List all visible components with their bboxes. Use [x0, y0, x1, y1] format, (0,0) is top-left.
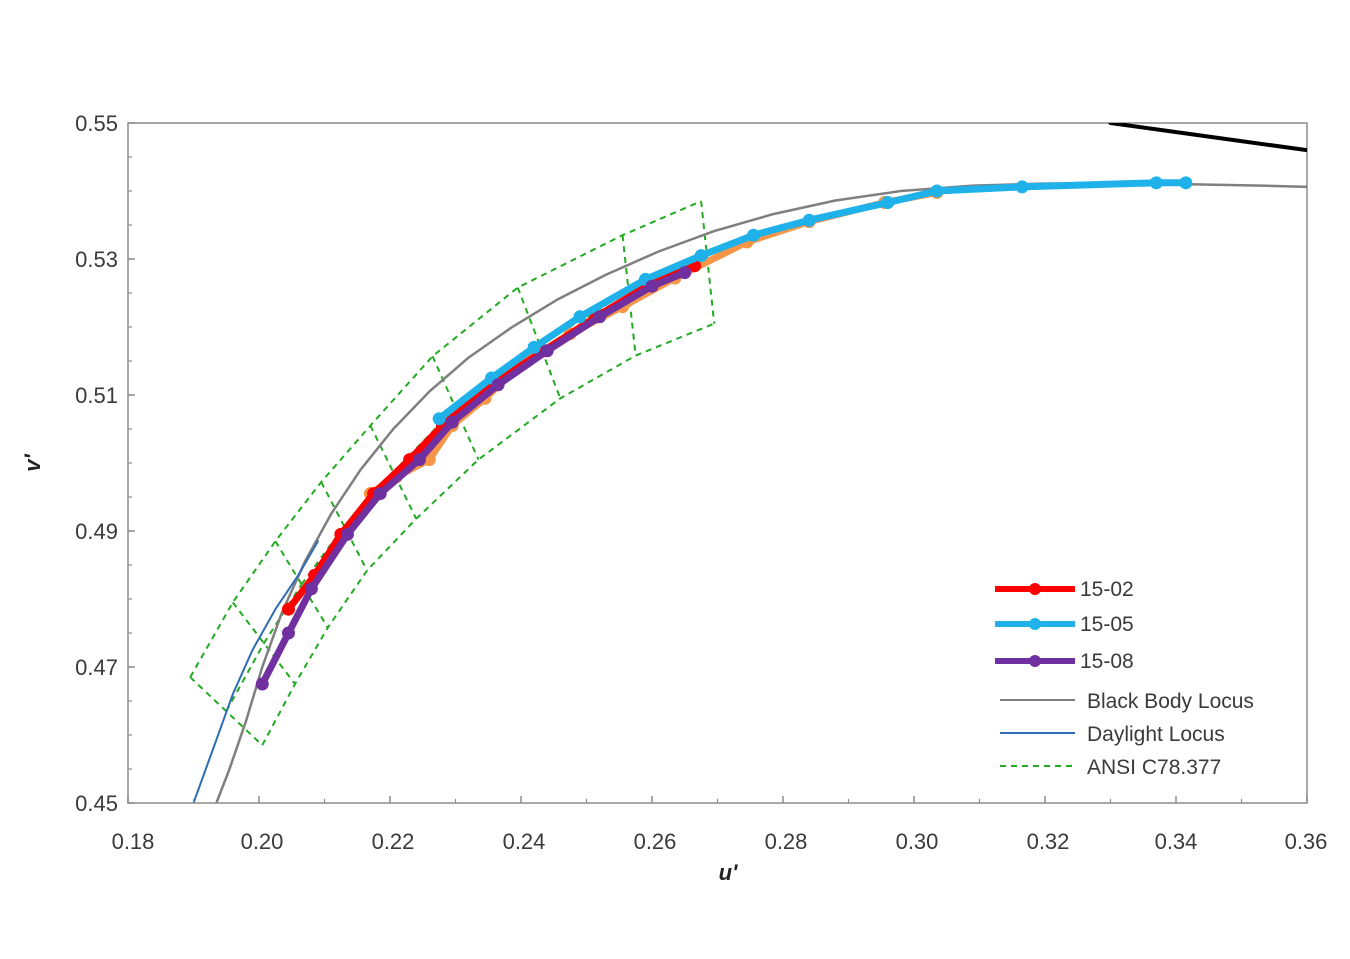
legend-entry-15-05: 15-05: [995, 613, 1134, 636]
data-point-15-02: [281, 602, 295, 616]
ansi-inner-edge: [261, 322, 715, 746]
legend-marker-15-02: [1029, 583, 1041, 595]
data-point-15-05: [1149, 176, 1163, 190]
data-point-15-08: [540, 344, 554, 358]
data-point-15-05: [1179, 176, 1193, 190]
series-layer: [192, 123, 1307, 803]
data-point-15-05: [573, 310, 587, 324]
legend-label-daylight-locus: Daylight Locus: [1087, 723, 1225, 746]
x-tick-label: 0.28: [765, 829, 808, 854]
data-point-15-08: [373, 487, 387, 501]
series-line-daylight-locus: [192, 540, 319, 803]
y-tick-labels: 0.55 0.53 0.51 0.49 0.47 0.45: [75, 111, 118, 816]
legend-marker-15-08: [1029, 655, 1041, 667]
plot-area: [127, 122, 1308, 804]
data-point-15-05: [881, 196, 895, 210]
legend-entry-15-08: 15-08: [995, 650, 1134, 673]
legend-entry-15-02: 15-02: [995, 578, 1134, 601]
data-point-15-08: [340, 527, 354, 541]
x-tick-label: 0.20: [241, 829, 284, 854]
data-point-15-05: [930, 184, 944, 198]
x-tick-label: 0.36: [1285, 829, 1328, 854]
data-point-15-08: [678, 266, 692, 280]
x-tick-label: 0.22: [372, 829, 415, 854]
x-tick-labels: 0.18 0.20 0.22 0.24 0.26 0.28 0.30 0.32 …: [112, 829, 1328, 854]
x-tick-label: 0.34: [1155, 829, 1198, 854]
data-point-15-08: [412, 453, 426, 467]
x-tick-label: 0.26: [634, 829, 677, 854]
data-point-15-05: [694, 249, 708, 263]
y-tick-label: 0.53: [75, 247, 118, 272]
x-tick-label: 0.32: [1027, 829, 1070, 854]
legend-label-ansi: ANSI C78.377: [1087, 756, 1221, 779]
data-point-15-08: [255, 677, 269, 691]
series-line-series-6: [1108, 123, 1307, 153]
data-point-15-08: [593, 310, 607, 324]
legend-marker-15-05: [1029, 618, 1041, 630]
legend-entry-black-body-locus: Black Body Locus: [1000, 690, 1254, 713]
x-tick-label: 0.30: [896, 829, 939, 854]
y-tick-label: 0.49: [75, 519, 118, 544]
data-point-15-05: [1015, 180, 1029, 194]
x-tick-label: 0.18: [112, 829, 155, 854]
data-point-15-08: [491, 378, 505, 392]
legend-entry-daylight-locus: Daylight Locus: [1000, 723, 1225, 746]
data-point-15-08: [645, 279, 659, 293]
legend-label-15-02: 15-02: [1080, 578, 1134, 601]
legend-label-15-08: 15-08: [1080, 650, 1134, 673]
series-series-6: [1108, 123, 1307, 153]
x-axis-title: u': [719, 860, 738, 885]
legend-label-15-05: 15-05: [1080, 613, 1134, 636]
series-15-08: [255, 266, 692, 691]
y-tick-label: 0.51: [75, 383, 118, 408]
legend-entry-ansi: ANSI C78.377: [1000, 756, 1221, 779]
y-tick-label: 0.45: [75, 791, 118, 816]
y-tick-label: 0.47: [75, 655, 118, 680]
series-15-05: [432, 176, 1193, 426]
data-point-15-08: [281, 626, 295, 640]
y-axis-title: v': [20, 453, 45, 471]
series-line-15-08: [258, 269, 689, 688]
data-point-15-08: [304, 582, 318, 596]
ansi-cross-line: [274, 540, 329, 629]
x-tick-label: 0.24: [503, 829, 546, 854]
data-point-15-05: [747, 228, 761, 242]
data-point-15-05: [432, 412, 446, 426]
axis-ticks: [127, 122, 1308, 804]
ansi-cross-line: [700, 201, 716, 324]
y-tick-label: 0.55: [75, 111, 118, 136]
data-point-15-05: [527, 340, 541, 354]
data-point-15-08: [445, 415, 459, 429]
series-daylight-locus: [192, 540, 319, 803]
ansi-mid-line: [225, 642, 265, 712]
data-point-15-05: [802, 213, 816, 227]
legend-label-black-body-locus: Black Body Locus: [1087, 690, 1254, 713]
legend: 15-02 15-05 15-08 Black Body Locus Dayli…: [995, 578, 1254, 779]
